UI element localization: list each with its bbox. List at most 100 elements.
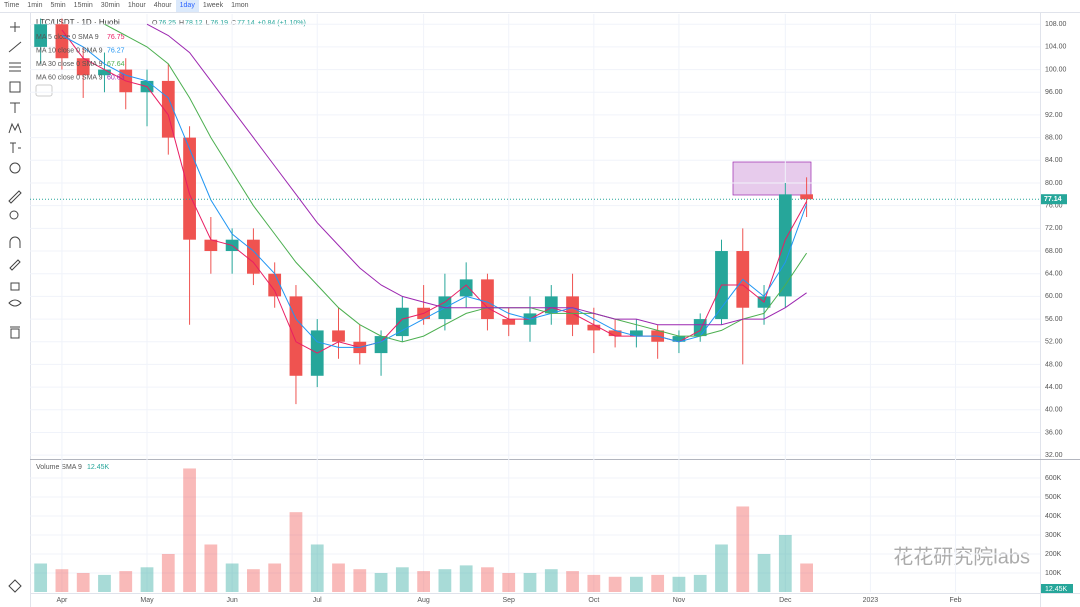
y-tick-label: 36.00 xyxy=(1045,429,1063,436)
volume-bar xyxy=(289,512,303,592)
x-tick-label: Jun xyxy=(226,597,237,604)
volume-bar xyxy=(268,563,282,592)
interval-button[interactable]: 1hour xyxy=(127,2,146,9)
volume-bar xyxy=(502,572,516,592)
y-tick-label: 32.00 xyxy=(1045,452,1063,459)
ma-line xyxy=(61,35,808,348)
y-tick-label: 400K xyxy=(1045,513,1062,520)
line-tool[interactable] xyxy=(8,41,22,53)
ohlc-label: L xyxy=(206,20,210,27)
ohlc-value: 77.14 xyxy=(237,20,255,27)
y-tick-label: 76.00 xyxy=(1045,203,1063,210)
volume-bar xyxy=(332,563,345,592)
x-tick-label: Feb xyxy=(950,597,962,604)
forecast-tool[interactable] xyxy=(10,142,21,153)
volume-bar xyxy=(778,534,792,592)
zoom-tool[interactable] xyxy=(9,210,19,220)
interval-button[interactable]: 1day xyxy=(175,0,199,12)
volume-bar xyxy=(247,569,260,592)
interval-button[interactable]: 1min xyxy=(27,2,43,9)
interval-button[interactable]: 1mon xyxy=(231,2,249,9)
magnet-tool[interactable] xyxy=(9,236,21,248)
candle-body xyxy=(587,324,601,331)
pattern-tool[interactable] xyxy=(8,122,22,134)
fib-tool[interactable] xyxy=(9,62,21,72)
volume-bar xyxy=(544,569,558,592)
y-tick-label: 60.00 xyxy=(1045,293,1063,300)
ohlc-value: 76.25 xyxy=(158,20,176,27)
interval-bar: Time 1min 5min 15min 30min 1hour 4hour 1day 1wee… xyxy=(0,0,253,12)
candle-body xyxy=(55,24,69,59)
volume-bar xyxy=(76,572,90,592)
lock-tool[interactable] xyxy=(10,282,20,291)
interval-button[interactable]: 4hour xyxy=(153,2,172,9)
crosshair-tool[interactable] xyxy=(10,22,20,32)
candle-body xyxy=(459,279,473,297)
y-tick-label: 72.00 xyxy=(1045,225,1063,232)
delete-tool[interactable] xyxy=(10,326,20,339)
volume-bar xyxy=(630,576,643,592)
volume-bar xyxy=(119,571,133,592)
volume-bar xyxy=(161,553,175,592)
legend-name: MA 30 close 0 SMA 9 xyxy=(36,61,103,68)
x-tick-label: Dec xyxy=(779,597,792,604)
shape-tool[interactable] xyxy=(9,81,21,93)
symbol: LTC/USDT · 1D · Huobi xyxy=(36,18,120,27)
y-tick-label: 40.00 xyxy=(1045,407,1063,414)
candle-body xyxy=(204,239,218,252)
x-tick-label: Oct xyxy=(588,597,599,604)
x-tick-label: Jul xyxy=(313,597,322,604)
interval-button[interactable]: 30min xyxy=(100,2,120,9)
interval-button[interactable]: Time xyxy=(4,2,20,9)
ohlc-value: 76.19 xyxy=(210,20,228,27)
change: +0.84 (+1.10%) xyxy=(258,20,306,27)
volume-title: Volume SMA 9 xyxy=(36,464,82,471)
candle-body xyxy=(374,336,388,354)
y-tick-label: 44.00 xyxy=(1045,384,1063,391)
collapse-button[interactable] xyxy=(35,84,53,97)
volume-tag-label: 12.45K xyxy=(1045,586,1068,593)
volume-bar xyxy=(98,574,111,592)
candle-body xyxy=(289,296,303,376)
legend-value: 67.64 xyxy=(107,61,125,68)
drawing-tools[interactable] xyxy=(8,22,22,593)
ohlc-label: O xyxy=(152,20,158,27)
candle-body xyxy=(672,336,686,342)
volume-bar xyxy=(204,544,218,592)
measure-tool[interactable] xyxy=(8,190,22,204)
volume-bar xyxy=(140,567,154,592)
volume-bar xyxy=(353,569,367,592)
interval-button[interactable]: 15min xyxy=(73,2,93,9)
y-tick-label: 100.00 xyxy=(1045,66,1067,73)
volume-bar xyxy=(225,563,239,592)
ohlc-value: 78.12 xyxy=(185,20,203,27)
text-tool[interactable] xyxy=(10,102,20,113)
volume-bar xyxy=(800,563,813,592)
volume-bar xyxy=(395,567,409,592)
x-tick-label: Sep xyxy=(502,597,515,604)
candle-body xyxy=(76,58,90,76)
y-tick-label: 52.00 xyxy=(1045,339,1063,346)
interval-button[interactable]: 1week xyxy=(202,2,224,9)
interval-button[interactable]: 5min xyxy=(50,2,66,9)
candle-body xyxy=(481,279,494,320)
volume-bar xyxy=(481,567,494,592)
ma-line xyxy=(104,23,808,343)
y-tick-label: 108.00 xyxy=(1045,21,1067,28)
hide-tool[interactable] xyxy=(8,299,22,307)
y-tick-label: 300K xyxy=(1045,532,1062,539)
volume-bar xyxy=(672,576,686,592)
y-tick-label: 64.00 xyxy=(1045,271,1063,278)
legend-name: MA 60 close 0 SMA 9 xyxy=(36,74,103,81)
volume-bar xyxy=(566,571,579,592)
draw-mode-tool[interactable] xyxy=(9,259,21,271)
candle-body xyxy=(332,330,345,342)
x-tick-label: Nov xyxy=(673,597,686,604)
icon-tool[interactable] xyxy=(9,162,21,174)
layers-tool[interactable] xyxy=(8,579,22,593)
y-tick-label: 104.00 xyxy=(1045,44,1067,51)
volume-bar xyxy=(417,571,430,592)
ohlc-label: C xyxy=(231,20,236,27)
